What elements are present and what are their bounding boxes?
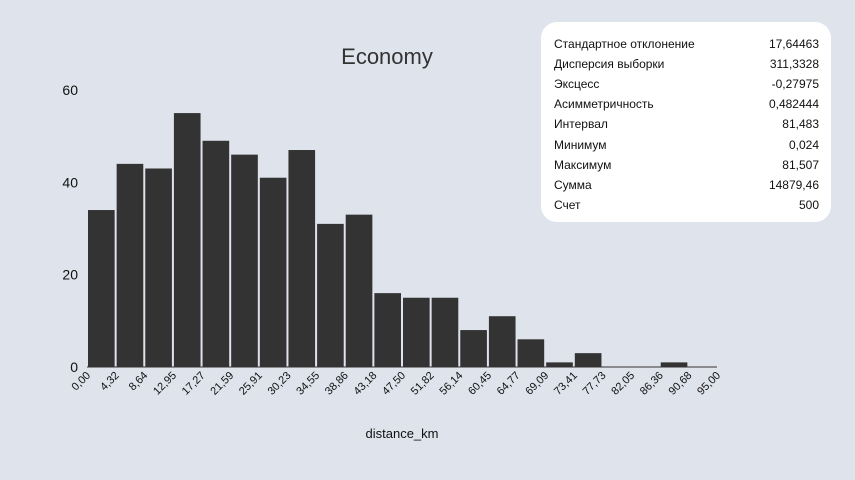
y-tick-label: 0 <box>70 359 78 375</box>
stats-value: 0,024 <box>788 137 819 152</box>
x-tick-label: 90,68 <box>667 370 695 398</box>
x-tick-label: 77,73 <box>581 370 609 398</box>
x-tick-label: 95,00 <box>695 370 723 398</box>
histogram-bar <box>317 223 344 367</box>
histogram-bar <box>345 214 373 367</box>
histogram-bar <box>288 150 316 367</box>
histogram-bar <box>488 316 516 367</box>
x-tick-label: 64,77 <box>495 370 523 398</box>
x-tick-label: 56,14 <box>437 370 465 398</box>
stats-row: Минимум 0,024 <box>554 134 819 154</box>
x-tick-label: 86,36 <box>638 370 666 398</box>
stats-row: Счет 500 <box>554 195 819 215</box>
stats-label: Асимметричность <box>554 97 654 112</box>
stats-value: 17,64463 <box>768 37 819 52</box>
histogram-bar <box>403 297 430 367</box>
stats-row: Максимум 81,507 <box>554 155 819 175</box>
stats-value: 311,3328 <box>769 57 819 72</box>
x-tick-label: 17,27 <box>180 370 208 398</box>
x-axis-label: distance_km <box>366 426 439 441</box>
stats-label: Максимум <box>554 157 612 172</box>
histogram-bar <box>173 113 201 367</box>
x-tick-label: 82,05 <box>609 370 637 398</box>
stats-label: Счет <box>554 197 581 212</box>
stats-label: Сумма <box>554 177 592 192</box>
x-tick-label: 4,32 <box>98 370 122 394</box>
y-tick-label: 40 <box>62 174 78 190</box>
y-tick-label: 60 <box>62 82 78 98</box>
stats-row: Эксцесс -0,27975 <box>554 74 819 94</box>
histogram-bar <box>259 177 287 367</box>
chart-title: Economy <box>341 44 433 69</box>
stats-row: Сумма 14879,46 <box>554 175 819 195</box>
histogram-bar <box>431 297 459 367</box>
x-tick-label: 25,91 <box>237 370 265 398</box>
histogram-bar <box>460 330 487 367</box>
stats-value: 500 <box>798 197 819 212</box>
histogram-bar <box>517 339 545 367</box>
y-tick-label: 20 <box>62 267 78 283</box>
stats-row: Стандартное отклонение 17,64463 <box>554 34 819 54</box>
histogram-bar <box>145 168 172 367</box>
stats-label: Дисперсия выборки <box>554 57 665 72</box>
x-tick-label: 12,95 <box>151 370 179 398</box>
stats-label: Эксцесс <box>554 77 600 92</box>
histogram-bar <box>202 140 230 367</box>
stats-row: Дисперсия выборки 311,3328 <box>554 54 819 74</box>
stats-row: Интервал 81,483 <box>554 114 819 134</box>
stats-label: Стандартное отклонение <box>554 37 695 52</box>
stats-label: Интервал <box>554 117 608 132</box>
histogram-bar <box>231 154 258 367</box>
statistics-card: Стандартное отклонение 17,64463 Дисперсия … <box>541 22 831 222</box>
stats-value: 81,507 <box>782 157 819 172</box>
x-tick-label: 38,86 <box>323 370 351 398</box>
stats-label: Минимум <box>554 137 607 152</box>
x-tick-label: 51,82 <box>409 370 437 398</box>
stats-value: 0,482444 <box>768 97 819 112</box>
x-tick-label: 34,55 <box>294 370 322 398</box>
stats-value: 14879,46 <box>768 177 819 192</box>
histogram-bar <box>574 353 602 367</box>
stats-value: -0,27975 <box>771 77 819 92</box>
x-tick-label: 21,59 <box>208 370 236 398</box>
x-tick-label: 8,64 <box>127 370 151 394</box>
histogram-bar <box>374 293 401 367</box>
x-tick-label: 73,41 <box>552 370 580 398</box>
stats-row: Асимметричность 0,482444 <box>554 94 819 114</box>
x-tick-label: 43,18 <box>352 370 380 398</box>
x-tick-label: 47,50 <box>380 370 408 398</box>
histogram-bar <box>116 163 144 367</box>
histogram-bar <box>546 362 573 367</box>
histogram-bar <box>88 210 115 367</box>
histogram-bar <box>660 362 688 367</box>
stats-value: 81,483 <box>782 117 819 132</box>
x-tick-label: 30,23 <box>266 370 294 398</box>
x-tick-label: 60,45 <box>466 370 494 398</box>
x-tick-label: 69,09 <box>523 370 551 398</box>
